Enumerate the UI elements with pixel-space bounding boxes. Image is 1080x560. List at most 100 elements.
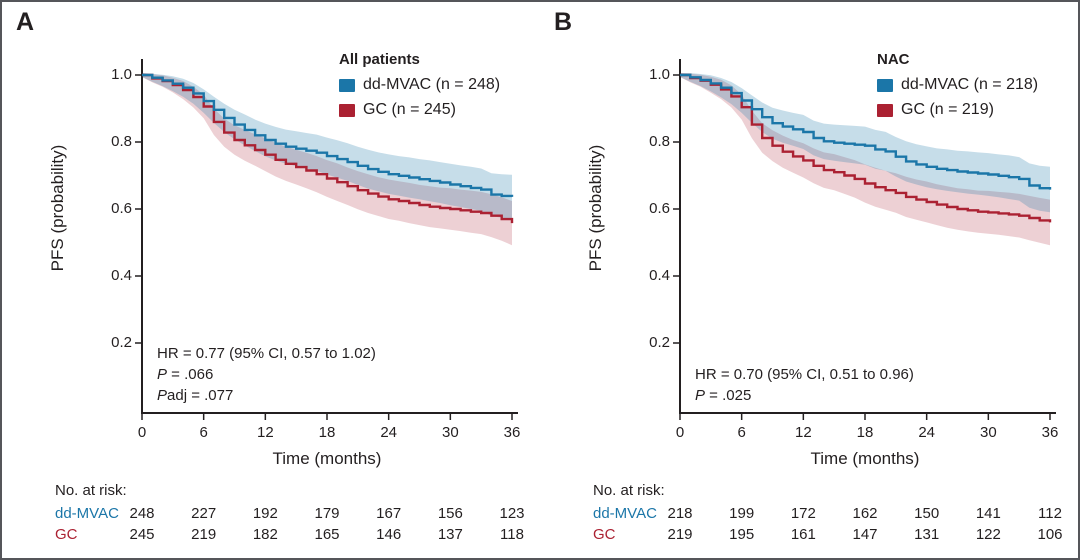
x-tick-label: 0 (675, 424, 685, 441)
y-tick-label: 1.0 (649, 66, 670, 83)
legend-swatch-gc (339, 103, 355, 117)
y-tick-label: 1.0 (111, 66, 132, 83)
risk-count: 147 (852, 526, 878, 543)
risk-table-header: No. at risk: (593, 482, 665, 499)
panel-label-a: A (16, 8, 35, 36)
legend-swatch-ddmvac (877, 78, 893, 92)
x-tick-label: 30 (441, 424, 459, 441)
x-tick-label: 12 (256, 424, 274, 441)
risk-count: 146 (376, 526, 402, 543)
legend-item-gc: GC (n = 219) (877, 100, 1038, 120)
ci-band-ddmvac (680, 72, 1050, 213)
legend-item-ddmvac: dd-MVAC (n = 218) (877, 75, 1038, 95)
stats-line: Padj = .077 (157, 385, 376, 406)
risk-count: 161 (790, 526, 816, 543)
stats-line: HR = 0.70 (95% CI, 0.51 to 0.96) (695, 364, 914, 385)
risk-table: No. at risk: dd-MVAC 218 199 172 162 150 141 11… (540, 2, 1078, 558)
risk-count: 137 (437, 526, 463, 543)
stats-text: adj = .077 (167, 387, 234, 404)
y-tick-label: 0.6 (111, 200, 132, 217)
panel-label-b: B (554, 8, 573, 36)
x-tick-label: 36 (503, 424, 521, 441)
risk-count: 218 (667, 505, 693, 522)
risk-count: 227 (191, 505, 217, 522)
y-tick-label: 0.8 (111, 133, 132, 150)
legend-swatch-ddmvac (339, 78, 355, 92)
km-curve-gc (680, 73, 1052, 223)
risk-count: 162 (852, 505, 878, 522)
y-tick-label: 0.4 (649, 267, 670, 284)
risk-count: 167 (376, 505, 402, 522)
stats-text: = .066 (167, 366, 214, 383)
stats-text: = .025 (705, 387, 752, 404)
stats-annotation: HR = 0.77 (95% CI, 0.57 to 1.02) P = .066… (157, 343, 376, 406)
stats-annotation: HR = 0.70 (95% CI, 0.51 to 0.96) P = .025 (695, 364, 914, 406)
stats-text: HR = 0.70 (95% CI, 0.51 to 0.96) (695, 366, 914, 383)
x-tick-label: 36 (1041, 424, 1059, 441)
x-axis-label: Time (months) (272, 449, 382, 468)
legend-title: All patients (339, 51, 420, 68)
risk-count: 195 (729, 526, 755, 543)
risk-row-label-gc: GC (593, 526, 616, 543)
km-curve-gc (142, 73, 514, 224)
y-tick-label: 0.2 (649, 334, 670, 351)
stats-line: HR = 0.77 (95% CI, 0.57 to 1.02) (157, 343, 376, 364)
risk-row-label-ddmvac: dd-MVAC (55, 505, 119, 522)
legend-swatch-gc (877, 103, 893, 117)
risk-count: 192 (252, 505, 278, 522)
risk-count: 156 (437, 505, 463, 522)
stats-text: HR = 0.77 (95% CI, 0.57 to 1.02) (157, 345, 376, 362)
km-plot-all-patients (135, 59, 518, 420)
stats-italic-p: P (157, 366, 168, 383)
risk-count: 219 (667, 526, 693, 543)
y-tick-label: 0.8 (649, 133, 670, 150)
risk-count: 150 (914, 505, 940, 522)
risk-count: 172 (790, 505, 816, 522)
risk-count: 199 (729, 505, 755, 522)
x-tick-label: 6 (199, 424, 208, 441)
risk-count: 123 (499, 505, 525, 522)
stats-italic-p: P (695, 387, 706, 404)
y-tick-label: 0.2 (111, 334, 132, 351)
panel-nac: B PFS (probability) Time (months) NAC dd… (540, 2, 1078, 558)
risk-table-header: No. at risk: (55, 482, 127, 499)
stats-line: P = .025 (695, 385, 914, 406)
risk-count: 245 (129, 526, 155, 543)
x-tick-label: 18 (318, 424, 336, 441)
x-tick-label: 24 (380, 424, 397, 441)
panel-all-patients: A PFS (probability) Time (months) All pa… (2, 2, 544, 558)
legend-item-gc: GC (n = 245) (339, 100, 500, 120)
risk-count: 248 (129, 505, 155, 522)
legend: All patients dd-MVAC (n = 248) GC (n = 2… (339, 50, 500, 120)
legend: NAC dd-MVAC (n = 218) GC (n = 219) (877, 50, 1038, 120)
risk-count: 165 (314, 526, 340, 543)
risk-count: 131 (914, 526, 940, 543)
legend-label-ddmvac: dd-MVAC (n = 248) (363, 76, 501, 93)
legend-label-gc: GC (n = 219) (901, 101, 994, 118)
risk-count: 118 (500, 526, 524, 543)
ci-band-gc (680, 72, 1050, 246)
km-curve-ddmvac (680, 73, 1052, 190)
risk-count: 182 (252, 526, 278, 543)
x-tick-label: 0 (137, 424, 147, 441)
stats-italic-p: P (157, 387, 168, 404)
y-tick-label: 0.6 (649, 200, 670, 217)
x-tick-label: 18 (856, 424, 874, 441)
y-tick-label: 0.4 (111, 267, 132, 284)
x-tick-label: 12 (794, 424, 812, 441)
x-tick-label: 30 (979, 424, 997, 441)
risk-count: 141 (975, 505, 1001, 522)
legend-title: NAC (877, 51, 910, 68)
risk-row-label-ddmvac: dd-MVAC (593, 505, 657, 522)
risk-table: No. at risk: dd-MVAC 248 227 192 179 167 156 12… (2, 2, 544, 558)
legend-label-ddmvac: dd-MVAC (n = 218) (901, 76, 1039, 93)
x-tick-label: 24 (918, 424, 935, 441)
km-curve-ddmvac (142, 73, 514, 198)
risk-row-label-gc: GC (55, 526, 78, 543)
risk-count: 122 (975, 526, 1001, 543)
risk-count: 106 (1037, 526, 1063, 543)
km-plot-nac (673, 59, 1056, 420)
ci-band-ddmvac (142, 72, 512, 220)
risk-count: 112 (1038, 505, 1062, 522)
